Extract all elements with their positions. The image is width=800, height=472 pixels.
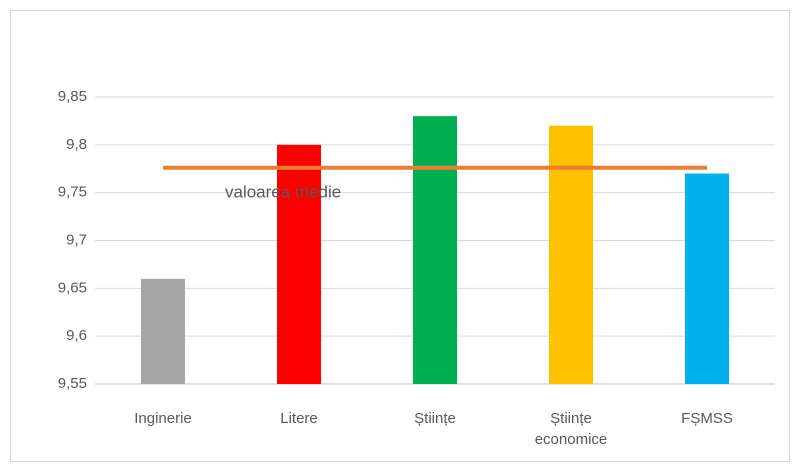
x-tick-label: Științe: [414, 410, 456, 427]
y-tick-label: 9,75: [58, 184, 87, 201]
bar: [141, 278, 185, 384]
y-tick-label: 9,65: [58, 279, 87, 296]
y-tick-label: 9,8: [66, 136, 87, 153]
mean-label: valoarea medie: [225, 182, 341, 201]
y-tick-label: 9,7: [66, 231, 87, 248]
y-tick-label: 9,6: [66, 327, 87, 344]
x-tick-label: Științe economice: [534, 410, 608, 448]
x-tick-label: Litere: [280, 410, 318, 427]
bar: [277, 144, 321, 384]
y-tick-label: 9,85: [58, 88, 87, 105]
y-tick-label: 9,55: [58, 375, 87, 392]
bar: [685, 173, 729, 384]
x-tick-label: FȘMSS: [681, 410, 733, 427]
chart-border: [10, 10, 790, 462]
x-tick-label: Inginerie: [134, 410, 192, 427]
bar: [413, 116, 457, 384]
bar: [549, 125, 593, 384]
